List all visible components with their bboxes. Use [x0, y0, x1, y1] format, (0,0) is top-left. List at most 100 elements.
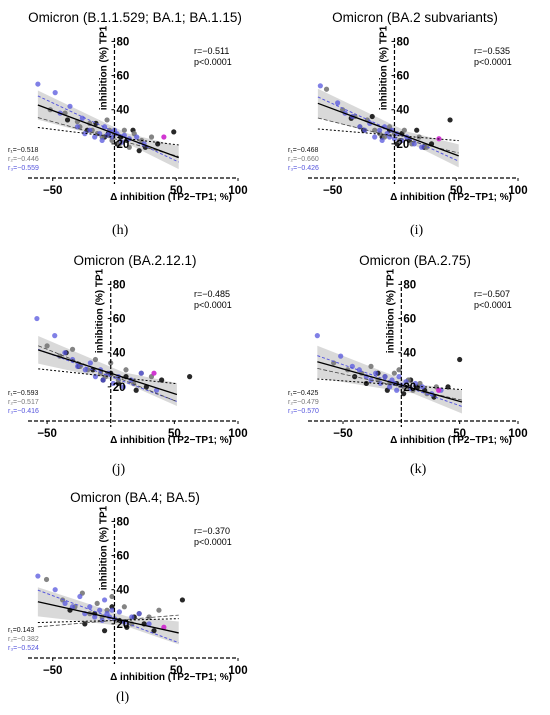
data-point: [69, 604, 76, 610]
x-axis-label: Δ inhibition (TP2−TP1; %): [110, 435, 232, 446]
panel-label-j: (j): [112, 462, 126, 477]
data-point: [109, 607, 115, 613]
correlation-r2: r₂=−0.446: [8, 156, 39, 163]
data-point: [99, 137, 105, 144]
scatter-panel: Omicron (BA.4; BA.5) 20 40 60 80 −50 50 100 inhi…: [0, 480, 270, 683]
data-point: [87, 127, 93, 133]
y-axis-label: inhibition (%) TP1: [95, 268, 106, 353]
x-tick-label: −50: [43, 665, 63, 677]
x-tick-label: −50: [333, 428, 353, 440]
data-point: [335, 100, 341, 106]
correlation-r3: r₃=−0.570: [288, 408, 319, 415]
y-tick-label: 60: [116, 71, 129, 83]
scatter-panel: Omicron (BA.2 subvariants) 20 40 60 80 −50 50 1…: [280, 0, 550, 203]
data-point: [104, 117, 110, 123]
correlation-r2: r₂=−0.517: [8, 399, 39, 406]
data-point: [387, 384, 393, 390]
data-point: [457, 356, 463, 363]
highlight-point: [151, 370, 157, 376]
y-tick-label: 80: [403, 279, 416, 291]
data-point: [133, 387, 139, 393]
data-point: [101, 597, 108, 603]
y-axis-label: inhibition (%) TP1: [98, 25, 109, 110]
data-point: [155, 141, 161, 147]
scatter-chart: Omicron (BA.2.75) 20 40 60 80 −50 50 100 inhibit…: [288, 253, 528, 446]
scatter-chart: Omicron (BA.2 subvariants) 20 40 60 80 −50 50 1…: [288, 10, 528, 203]
data-point: [146, 621, 152, 627]
p-value: p<0.0001: [194, 537, 232, 547]
x-tick-label: 50: [450, 185, 463, 197]
data-point: [52, 90, 58, 96]
correlation-r3: r₃=−0.524: [8, 645, 39, 652]
data-point: [44, 343, 50, 349]
data-point: [159, 377, 165, 383]
data-point: [396, 367, 402, 373]
correlation-r: r=−0.370: [194, 526, 230, 536]
y-tick-label: 80: [116, 516, 129, 528]
regression-line-group1: [38, 345, 178, 402]
data-point: [94, 600, 100, 606]
data-point: [179, 597, 186, 603]
data-point: [136, 611, 142, 617]
x-axis-label: Δ inhibition (TP2−TP1; %): [390, 435, 512, 446]
chart-title: Omicron (BA.2.12.1): [73, 253, 196, 268]
correlation-r: r=−0.535: [474, 46, 510, 56]
data-point: [134, 134, 140, 140]
data-point: [35, 81, 41, 87]
highlight-point: [161, 134, 167, 140]
y-tick-label: 60: [113, 314, 126, 326]
data-point: [64, 117, 71, 123]
panel-label-h: (h): [112, 223, 129, 238]
data-point: [146, 614, 152, 620]
data-point: [93, 120, 99, 126]
data-point: [447, 117, 453, 123]
regression-line-group3: [37, 589, 179, 644]
highlight-point: [161, 624, 167, 630]
p-value: p<0.0001: [474, 300, 512, 310]
data-point: [382, 374, 388, 380]
y-tick-label: 20: [116, 619, 129, 631]
data-point: [129, 614, 135, 620]
data-point: [77, 593, 83, 600]
panel-label-k: (k): [410, 462, 427, 477]
correlation-r1: r₁=−0.518: [8, 147, 38, 154]
y-tick-label: 60: [403, 314, 416, 326]
regression-line: [37, 601, 179, 634]
data-point: [82, 621, 88, 627]
data-point: [67, 103, 73, 109]
data-point: [394, 387, 400, 393]
data-point: [119, 139, 125, 145]
data-point: [372, 134, 378, 140]
data-point: [423, 144, 430, 150]
x-tick-label: 100: [228, 185, 247, 197]
data-point: [368, 363, 374, 369]
x-tick-label: 100: [228, 428, 247, 440]
data-point: [34, 315, 40, 322]
y-tick-label: 40: [116, 105, 129, 117]
correlation-r3: r₃=−0.416: [8, 408, 39, 415]
data-point: [391, 370, 397, 376]
correlation-r2: r₂=−0.660: [288, 156, 319, 163]
data-point: [35, 573, 41, 579]
y-axis-label: inhibition (%) TP1: [98, 505, 109, 590]
y-tick-label: 60: [396, 71, 409, 83]
x-tick-label: −50: [323, 185, 343, 197]
x-tick-label: 100: [508, 428, 527, 440]
data-point: [87, 604, 93, 610]
chart-title: Omicron (BA.2 subvariants): [332, 10, 498, 25]
chart-title: Omicron (BA.4; BA.5): [70, 490, 200, 505]
correlation-r1: r₁=−0.468: [288, 147, 318, 154]
data-point: [151, 628, 157, 634]
chart-title: Omicron (B.1.1.529; BA.1; BA.1.15): [28, 10, 242, 25]
regression-line: [37, 349, 178, 396]
correlation-r2: r₂=−0.479: [288, 399, 319, 406]
regression-line-dotted: [37, 618, 179, 624]
data-point: [121, 127, 127, 133]
correlation-r1: r₁=−0.425: [288, 390, 318, 397]
data-point: [414, 127, 420, 133]
x-tick-label: 100: [508, 185, 527, 197]
data-point: [148, 134, 155, 140]
scatter-chart: Omicron (BA.2.12.1) 20 40 60 80 −50 50 100 inhib…: [8, 253, 248, 446]
regression-line: [37, 104, 179, 159]
x-tick-label: 50: [453, 428, 466, 440]
